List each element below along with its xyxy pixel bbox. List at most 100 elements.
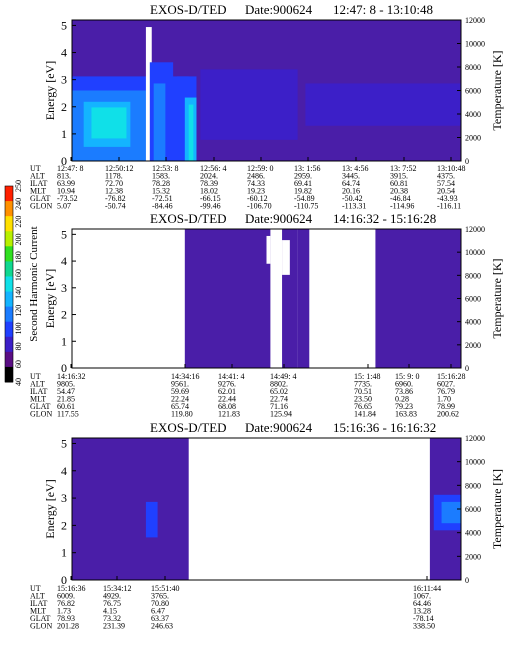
orbit-row-label: ALT [30, 592, 45, 601]
y2-tick-label: 8000 [465, 63, 481, 72]
orbit-value: 3765. [151, 592, 169, 601]
orbit-value: 12.38 [105, 187, 123, 196]
y-axis-label: Energy [eV] [43, 269, 57, 328]
orbit-row-label: ILAT [30, 179, 47, 188]
y2-tick-label: 10000 [465, 458, 485, 467]
y-tick-label: 1 [61, 546, 67, 560]
colorbar-tick-label: 80 [14, 342, 23, 350]
orbit-value: 76.75 [103, 599, 121, 608]
orbit-row-label: ILAT [30, 599, 47, 608]
orbit-row-label: GLON [30, 622, 52, 631]
orbit-value: 13: 7:52 [390, 164, 416, 173]
colorbar-segment [5, 186, 13, 202]
panel-time-range: 15:16:36 - 16:16:32 [333, 420, 436, 435]
y2-tick-label: 8000 [465, 481, 481, 490]
spectrogram-cell [297, 229, 310, 368]
y-tick-label: 5 [61, 227, 67, 241]
orbit-value: 60.61 [57, 402, 75, 411]
orbit-value: -72.51 [152, 194, 173, 203]
orbit-value: 14:41: 4 [218, 372, 244, 381]
orbit-value: -76.82 [105, 194, 126, 203]
orbit-value: 4375. [437, 172, 455, 181]
orbit-value: -113.31 [342, 202, 366, 211]
orbit-value: 78.28 [152, 179, 170, 188]
orbit-value: 22.44 [218, 395, 236, 404]
orbit-value: -110.75 [294, 202, 318, 211]
spectrogram-cell [91, 107, 127, 139]
colorbar-segment [5, 231, 13, 247]
orbit-value: 14:49: 4 [270, 372, 296, 381]
y-axis-label: Energy [eV] [43, 479, 57, 538]
orbit-value: -78.14 [413, 614, 434, 623]
panel-title: EXOS-D/TED [150, 211, 227, 226]
orbit-value: 14:16:32 [57, 372, 85, 381]
orbit-value: 64.46 [413, 599, 431, 608]
colorbar-tick-label: 160 [14, 269, 23, 281]
orbit-value: 0.28 [395, 395, 409, 404]
orbit-value: 76.79 [437, 387, 455, 396]
colorbar-segment [5, 246, 13, 262]
spectrogram-cell [282, 240, 290, 275]
y-tick-label: 0 [61, 573, 67, 587]
orbit-row-label: UT [30, 372, 41, 381]
orbit-value: 15:16:36 [57, 584, 85, 593]
orbit-row-label: ALT [30, 380, 45, 389]
orbit-value: 6960. [395, 380, 413, 389]
orbit-value: 813. [57, 172, 71, 181]
orbit-value: 2959. [294, 172, 312, 181]
y-tick-label: 4 [61, 464, 67, 478]
spectrogram-cell [305, 83, 461, 126]
y2-tick-label: 6000 [465, 295, 481, 304]
orbit-value: 78.39 [200, 179, 218, 188]
orbit-value: 13.28 [413, 607, 431, 616]
spectrogram-cell [200, 69, 298, 140]
orbit-value: 78.93 [57, 614, 75, 623]
spectrogram-cell [188, 104, 194, 161]
orbit-value: 12:53: 8 [152, 164, 178, 173]
orbit-value: 72.70 [105, 179, 123, 188]
y2-axis-label: Temperature [K] [490, 258, 504, 338]
orbit-value: -54.89 [294, 194, 315, 203]
spectrogram-area [184, 229, 461, 368]
spectrogram-area [72, 438, 461, 580]
orbit-value: 20.16 [342, 187, 360, 196]
orbit-value: -50.42 [342, 194, 363, 203]
orbit-value: -46.84 [390, 194, 411, 203]
y-tick-label: 3 [61, 491, 67, 505]
orbit-value: 13:10:48 [437, 164, 465, 173]
orbit-row-label: ILAT [30, 387, 47, 396]
spectrogram-panel-2: EXOS-D/TED Date:900624 14:16:32 - 15:16:28… [30, 211, 504, 419]
orbit-value: 22.24 [171, 395, 189, 404]
y-tick-label: 3 [61, 281, 67, 295]
orbit-value: 9276. [218, 380, 236, 389]
orbit-value: 5.07 [57, 202, 71, 211]
spectrogram-cell [266, 235, 271, 264]
orbit-value: 57.54 [437, 179, 455, 188]
panel-title: EXOS-D/TED [150, 420, 227, 435]
orbit-value: 68.08 [218, 402, 236, 411]
y-tick-label: 1 [61, 334, 67, 348]
colorbar-tick-label: 60 [14, 360, 23, 368]
orbit-value: 117.55 [57, 410, 79, 419]
panel-title: EXOS-D/TED [150, 2, 227, 17]
colorbar-tick-label: 180 [14, 251, 23, 263]
y2-tick-label: 2000 [465, 552, 481, 561]
orbit-value: 64.74 [342, 179, 360, 188]
panel-time-range: 14:16:32 - 15:16:28 [333, 211, 436, 226]
y-tick-label: 0 [61, 154, 67, 168]
orbit-value: 73.32 [103, 614, 121, 623]
y-axis-label: Energy [eV] [43, 61, 57, 120]
orbit-row-label: GLAT [30, 402, 51, 411]
y2-tick-label: 10000 [465, 40, 485, 49]
orbit-value: 20.38 [390, 187, 408, 196]
colorbar-tick-label: 120 [14, 305, 23, 317]
spectrogram-cell [145, 27, 152, 161]
orbit-row-label: UT [30, 164, 41, 173]
orbit-row-label: MLT [30, 187, 46, 196]
orbit-value: 12:50:12 [105, 164, 133, 173]
orbit-value: 1.70 [437, 395, 451, 404]
colorbar-segment [5, 336, 13, 353]
orbit-value: 76.82 [57, 599, 75, 608]
orbit-value: 246.63 [151, 622, 173, 631]
